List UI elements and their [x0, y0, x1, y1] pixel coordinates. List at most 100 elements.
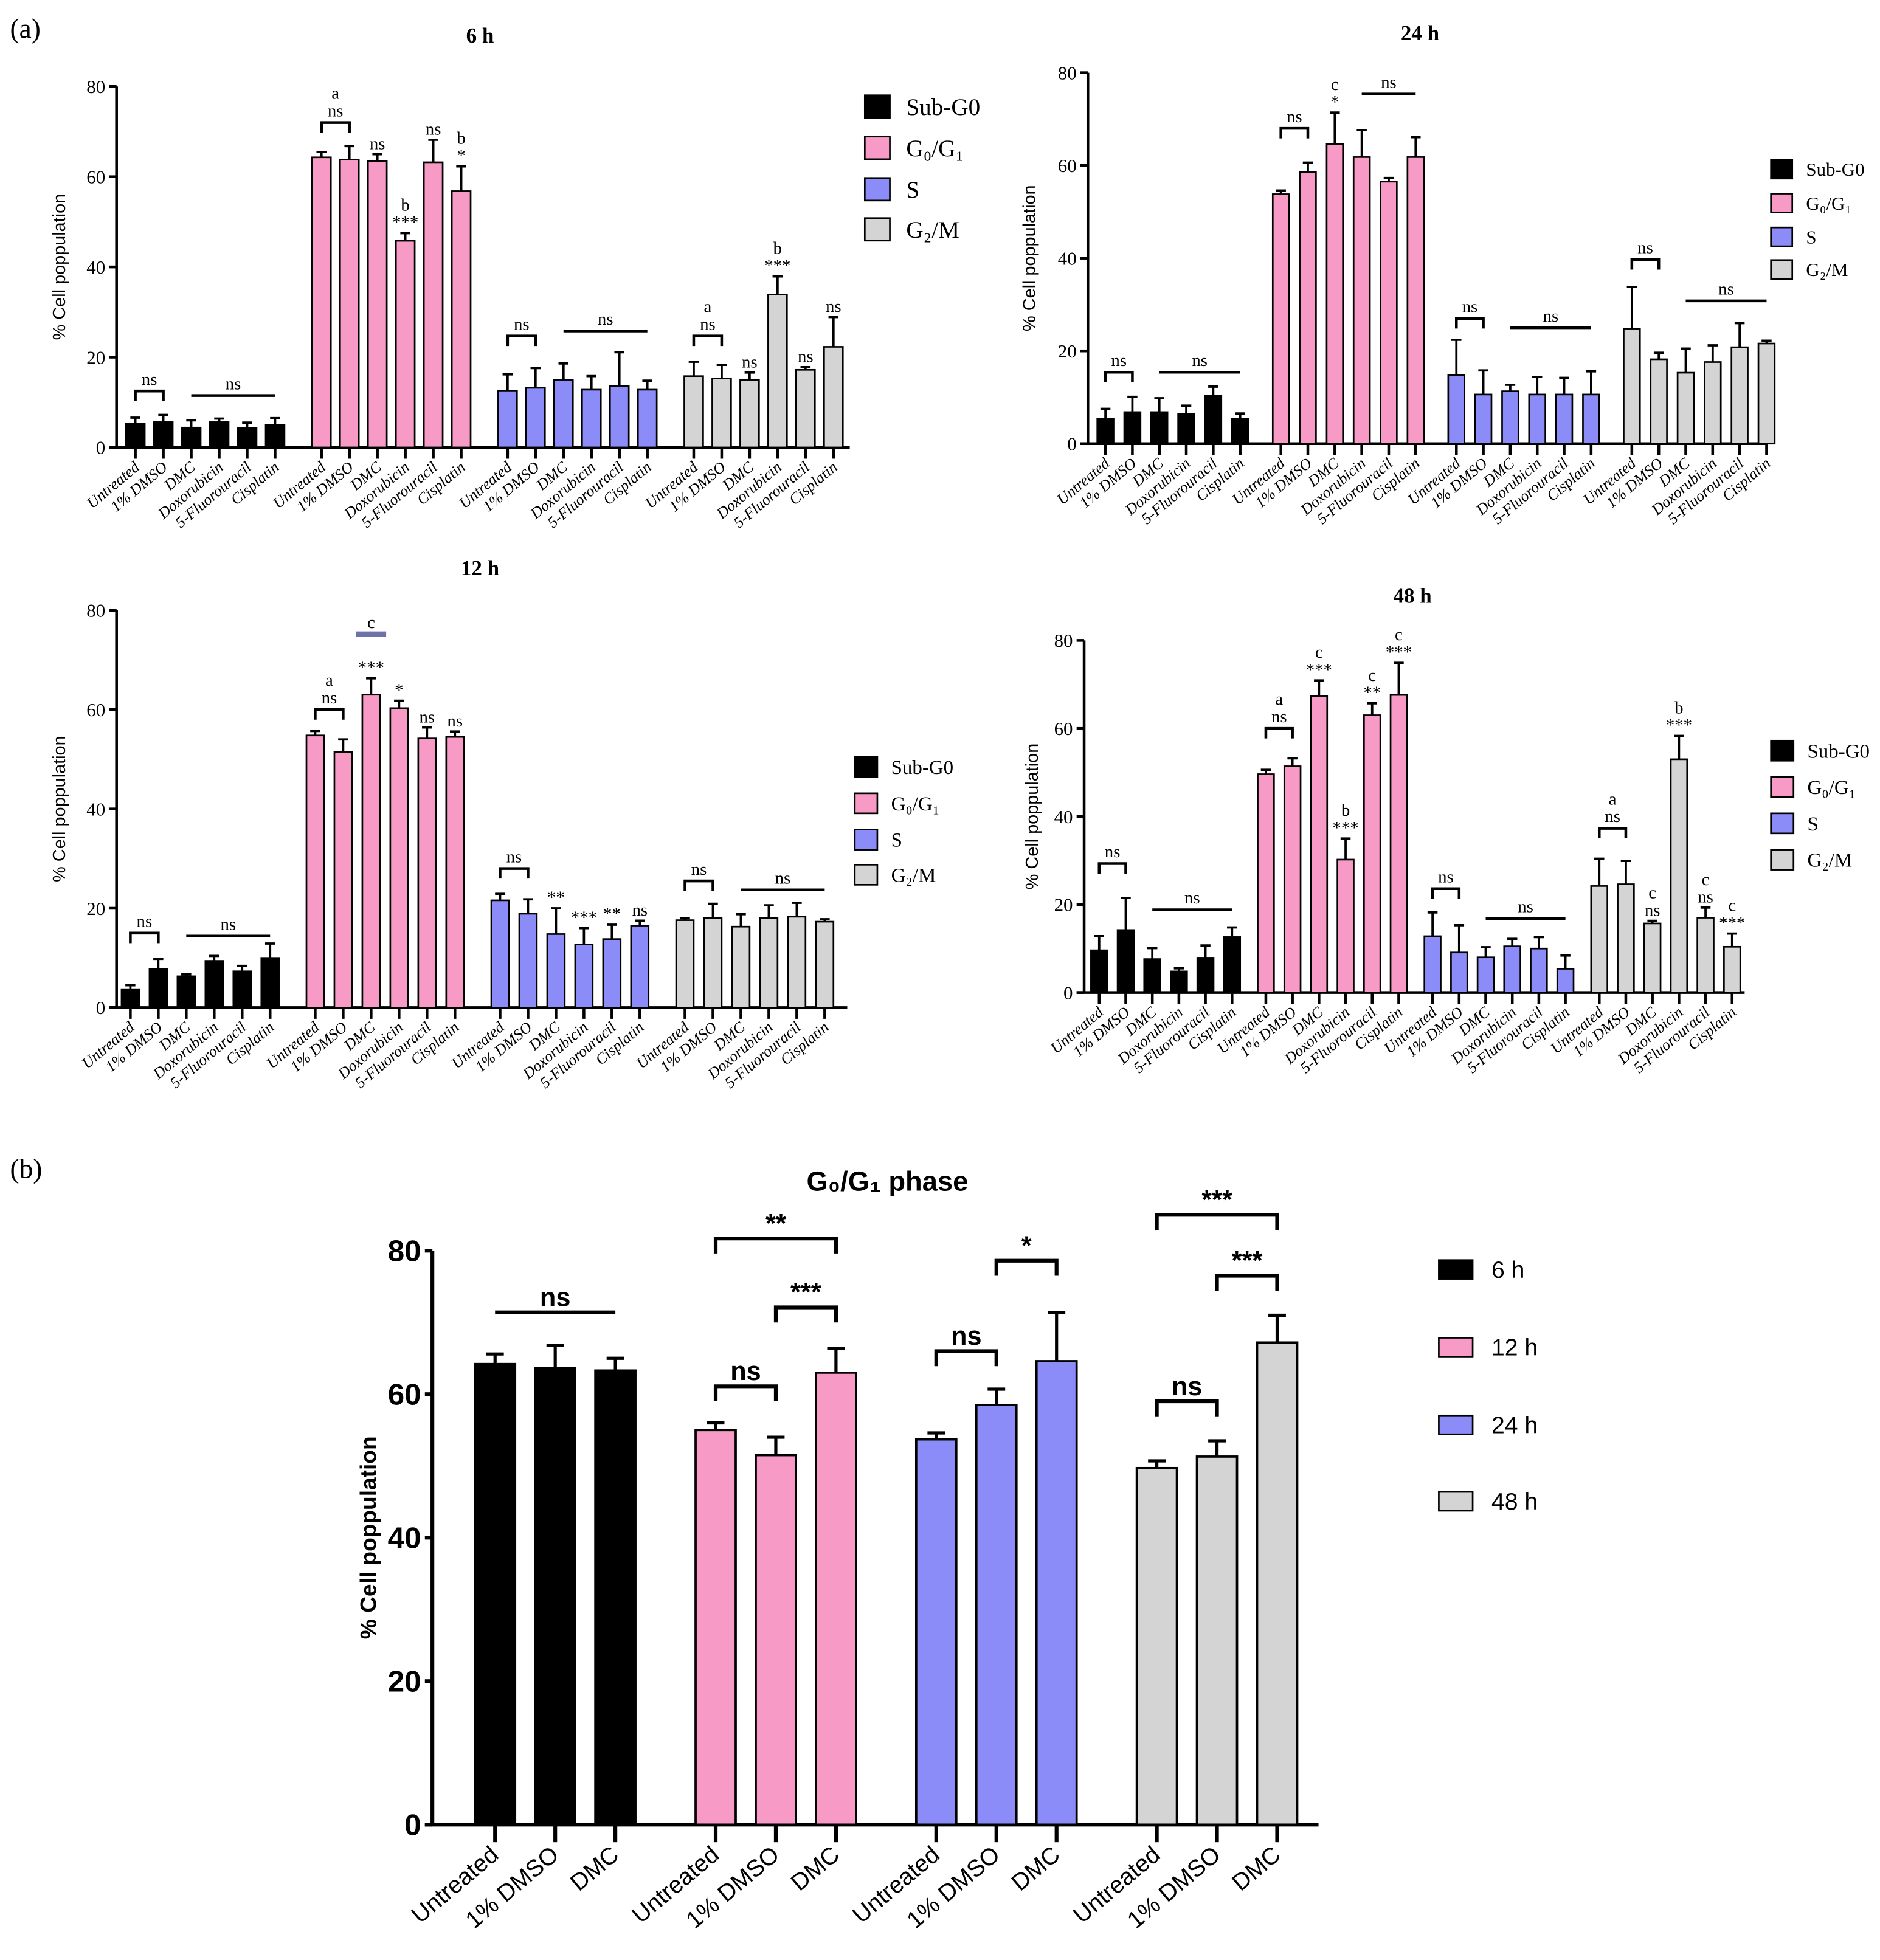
legend-swatch — [854, 756, 879, 778]
significance-annotation: c* — [1330, 75, 1339, 112]
significance-label: a — [1609, 789, 1617, 809]
legend-label: G₀/G₁ — [1806, 193, 1851, 214]
y-tick-label: 0 — [1063, 982, 1073, 1003]
bar — [1676, 371, 1695, 445]
significance-label: ns — [1698, 888, 1713, 907]
significance-label: c — [1395, 625, 1403, 644]
chart-6h: 6 h 0 20 40 60 80 % Cell poppulation Untreated1… — [50, 24, 980, 531]
significance-label: ns — [1543, 306, 1559, 326]
significance-label: ns — [1645, 900, 1661, 920]
bar — [546, 933, 566, 1009]
bar — [683, 375, 704, 449]
legend-swatch — [1770, 849, 1795, 871]
legend: Sub-G0 G₀/G₁ S G₂/M — [854, 756, 953, 886]
legend-swatch — [863, 177, 891, 202]
x-category-label: DMC — [1228, 1841, 1286, 1896]
significance-label: ns — [1192, 351, 1208, 370]
bar — [602, 938, 622, 1009]
chart-48h: 48 h 0 20 40 60 80 % Cell poppulation Untreated… — [1023, 584, 1870, 1077]
bar — [1204, 395, 1223, 445]
significance-label: ns — [137, 912, 153, 931]
y-tick-label: 0 — [96, 997, 105, 1018]
y-tick-label: 80 — [1058, 62, 1077, 83]
bar — [1670, 758, 1688, 993]
y-tick-label: 0 — [1067, 433, 1076, 455]
bar — [311, 156, 332, 449]
y-axis-label: % Cell poppulation — [355, 1436, 381, 1639]
significance-label: ns — [1605, 807, 1620, 826]
significance-label: ns — [775, 868, 791, 888]
chart-g0g1: G₀/G₁ phase 0 20 40 60 80 % Cell poppulation Un… — [355, 1165, 1538, 1933]
significance-label: b — [1341, 801, 1350, 820]
chart-title: 12 h — [461, 556, 499, 580]
legend-swatch — [1770, 226, 1794, 247]
significance-label: ns — [632, 900, 648, 920]
bar — [1096, 418, 1115, 445]
comparison-bracket — [1431, 887, 1461, 899]
legend-label: G₀/G₁ — [1807, 777, 1856, 799]
bar — [1590, 885, 1608, 993]
significance-label: a — [325, 671, 333, 690]
bar — [1143, 958, 1161, 993]
y-axis-label: % Cell poppulation — [1020, 185, 1040, 331]
bar — [1223, 936, 1242, 993]
legend-swatch — [1438, 1491, 1474, 1512]
comparison-bracket — [1155, 1399, 1219, 1417]
bar — [823, 346, 844, 449]
significance-label: ns — [447, 711, 463, 731]
bar — [694, 1429, 737, 1826]
significance-label: c — [1728, 895, 1736, 915]
legend-label: Sub-G0 — [1807, 740, 1870, 762]
significance-label: c — [1368, 666, 1376, 685]
significance-annotation: ns — [191, 374, 275, 397]
bar — [1757, 342, 1776, 445]
significance-annotation: c*** — [1306, 643, 1332, 680]
legend-label: S — [1806, 226, 1816, 247]
bar — [445, 736, 465, 1009]
y-tick-label: 20 — [1054, 894, 1073, 916]
significance-annotation: * — [994, 1231, 1059, 1276]
significance-annotation: ns — [186, 914, 271, 937]
y-tick-label: 60 — [1054, 718, 1073, 739]
significance-label: ns — [226, 374, 241, 393]
bar — [181, 426, 202, 449]
bar — [1150, 411, 1169, 445]
chart-title: 24 h — [1401, 21, 1439, 45]
chart-title: 6 h — [466, 24, 494, 47]
significance-label: ns — [1381, 72, 1397, 92]
bar — [153, 421, 174, 449]
legend: Sub-G0 G₀/G₁ S G₂/M — [1770, 159, 1865, 280]
y-tick-label: 40 — [86, 798, 105, 820]
significance-label: ns — [1438, 867, 1454, 886]
significance-label: ns — [426, 120, 441, 139]
bar — [1643, 922, 1662, 993]
bar — [975, 1404, 1018, 1826]
legend-label: S — [906, 177, 919, 203]
bar — [1090, 949, 1108, 993]
bar — [574, 944, 594, 1009]
bar — [176, 975, 196, 1009]
significance-annotation: ns — [1485, 897, 1566, 920]
bar — [1325, 143, 1344, 445]
significance-label: ** — [547, 888, 565, 908]
significance-label: a — [331, 83, 339, 103]
y-tick-label: 0 — [96, 437, 105, 458]
significance-annotation: ns — [419, 707, 435, 726]
significance-label: ns — [1637, 238, 1653, 258]
significance-label: ** — [603, 905, 621, 924]
bar — [209, 421, 230, 449]
bar — [703, 917, 723, 1009]
y-tick-label: 80 — [86, 600, 105, 621]
legend-label: 6 h — [1491, 1257, 1524, 1283]
significance-annotation: ns — [499, 847, 530, 879]
comparison-bracket — [1264, 726, 1294, 739]
bar — [1528, 393, 1546, 445]
comparison-bracket — [773, 1305, 838, 1323]
significance-annotation: b*** — [1666, 698, 1692, 735]
comparison-bracket — [683, 879, 714, 891]
legend-swatch — [854, 792, 879, 815]
